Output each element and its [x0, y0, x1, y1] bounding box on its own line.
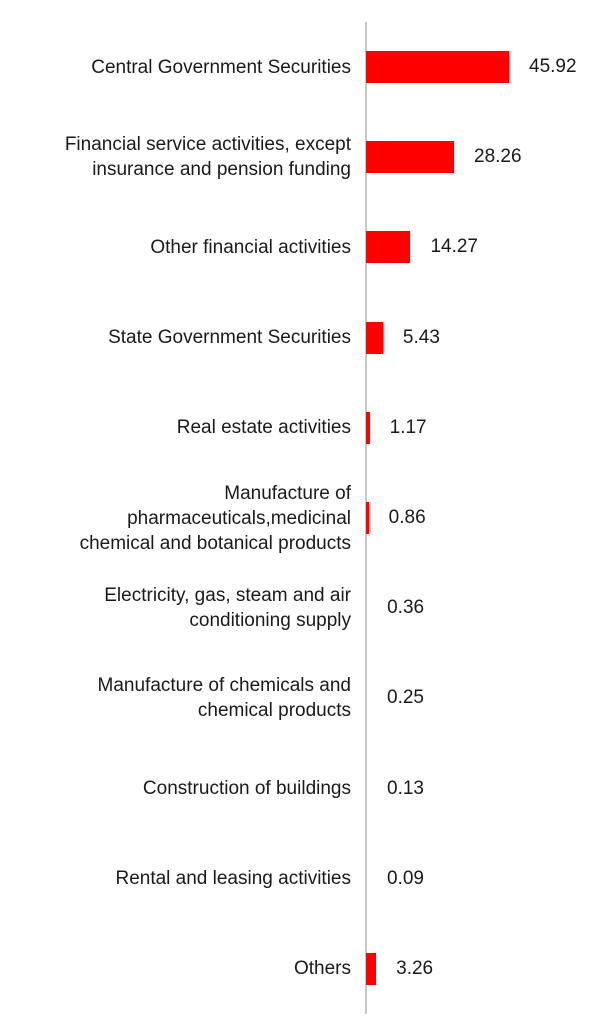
category-label-line: Central Government Securities — [91, 56, 351, 78]
value-label: 0.36 — [387, 597, 425, 619]
category-label: Others — [294, 956, 351, 981]
category-label: Manufacture of pharmaceuticals,medicinal c… — [80, 481, 351, 556]
category-label: Central Government Securities — [91, 55, 351, 80]
category-label: Construction of buildings — [143, 776, 351, 801]
bar — [366, 952, 377, 985]
category-label-line: insurance and pension funding — [92, 159, 351, 181]
category-label: Other financial activities — [150, 235, 351, 260]
value-label: 45.92 — [529, 56, 577, 78]
category-label: Electricity, gas, steam and air condition… — [104, 583, 351, 633]
category-label: Rental and leasing activities — [115, 866, 351, 891]
category-label-line: Real estate activities — [176, 417, 351, 439]
category-label-line: chemical products — [197, 700, 351, 722]
bar — [366, 51, 509, 84]
value-label: 28.26 — [474, 146, 522, 168]
bar — [366, 321, 383, 354]
category-label: Financial service activities, except insu… — [65, 132, 351, 182]
value-label: 0.09 — [387, 867, 424, 889]
value-label: 5.43 — [402, 326, 440, 348]
category-label-line: Construction of buildings — [142, 778, 351, 800]
bar — [366, 502, 369, 534]
value-label: 1.17 — [389, 416, 427, 438]
category-label-line: pharmaceuticals,medicinal — [127, 507, 351, 529]
category-label-line: Other financial activities — [150, 236, 351, 258]
bar — [366, 231, 411, 264]
value-label: 0.13 — [387, 777, 424, 799]
category-label-line: Manufacture of chemicals and — [97, 675, 351, 697]
value-label: 14.27 — [430, 236, 478, 258]
value-label: 0.86 — [388, 507, 426, 528]
category-label: State Government Securities — [108, 325, 351, 350]
value-label: 3.26 — [396, 957, 434, 979]
category-label: Real estate activities — [177, 415, 351, 440]
category-label-line: Rental and leasing activities — [115, 868, 351, 890]
value-label: 0.25 — [387, 687, 424, 709]
category-label-line: chemical and botanical products — [79, 532, 351, 554]
category-label-line: State Government Securities — [108, 327, 351, 349]
category-label-line: Financial service activities, except — [64, 134, 351, 156]
category-label-line: conditioning supply — [189, 610, 351, 632]
bar — [366, 141, 454, 174]
category-label-line: Manufacture of — [224, 482, 351, 504]
category-label-line: Electricity, gas, steam and air — [104, 585, 351, 607]
category-label-line: Others — [293, 958, 351, 980]
category-label: Manufacture of chemicals and chemical pro… — [98, 673, 351, 723]
bar — [366, 411, 370, 444]
